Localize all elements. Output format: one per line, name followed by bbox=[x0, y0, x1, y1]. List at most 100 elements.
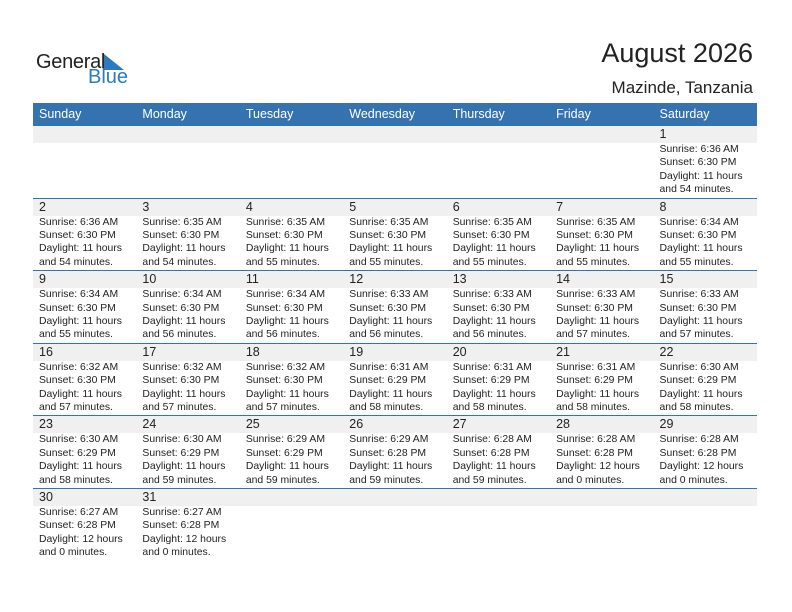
sunset-text: Sunset: 6:30 PM bbox=[245, 230, 323, 241]
day-number: 14 bbox=[556, 272, 571, 287]
sunset-text: Sunset: 6:30 PM bbox=[142, 302, 220, 314]
daylight-text: Daylight: 11 hours bbox=[349, 243, 433, 255]
weekday-sunday: Sunday bbox=[39, 107, 82, 121]
sunrise-text: Sunrise: 6:28 AM bbox=[659, 434, 739, 446]
daylight-text: Daylight: 11 hours bbox=[452, 388, 536, 400]
day-cell: 31 Sunrise: 6:27 AM Sunset: 6:28 PM Dayligh… bbox=[136, 489, 239, 562]
day-number: 23 bbox=[39, 417, 53, 432]
sunrise-text: Sunrise: 6:27 AM bbox=[142, 506, 222, 518]
empty-cell bbox=[550, 126, 653, 198]
daylight-text: Daylight: 12 hours bbox=[39, 533, 123, 545]
daylight-text-cont: and 59 minutes. bbox=[142, 474, 217, 486]
daylight-text-cont: and 59 minutes. bbox=[349, 474, 424, 486]
empty-cell bbox=[343, 489, 446, 562]
daylight-text: Daylight: 11 hours bbox=[556, 316, 640, 327]
daylight-text: Daylight: 11 hours bbox=[245, 316, 329, 327]
daylight-text: Daylight: 11 hours bbox=[556, 243, 640, 255]
day-number: 8 bbox=[659, 199, 667, 214]
sunset-text: Sunset: 6:29 PM bbox=[349, 375, 427, 387]
sunset-text: Sunset: 6:30 PM bbox=[349, 230, 427, 241]
daylight-text: Daylight: 11 hours bbox=[349, 388, 433, 400]
week-row: 2 Sunrise: 6:36 AM Sunset: 6:30 PM Daylight… bbox=[33, 198, 757, 272]
sunset-text: Sunset: 6:30 PM bbox=[452, 230, 530, 241]
day-cell: 1 Sunrise: 6:36 AM Sunset: 6:30 PM Daylight… bbox=[654, 126, 757, 198]
daylight-text: Daylight: 12 hours bbox=[659, 461, 744, 473]
day-number: 17 bbox=[142, 344, 157, 359]
daylight-text: Daylight: 11 hours bbox=[39, 316, 122, 327]
sunrise-text: Sunrise: 6:34 AM bbox=[245, 289, 325, 301]
daylight-text-cont: and 57 minutes. bbox=[39, 402, 113, 413]
day-cell: 11 Sunrise: 6:34 AM Sunset: 6:30 PM Dayligh… bbox=[240, 271, 343, 343]
logo: General Blue bbox=[36, 51, 136, 91]
sunrise-text: Sunrise: 6:31 AM bbox=[452, 361, 532, 373]
sunset-text: Sunset: 6:30 PM bbox=[39, 302, 116, 314]
sunset-text: Sunset: 6:30 PM bbox=[659, 302, 737, 314]
day-cell: 27 Sunrise: 6:28 AM Sunset: 6:28 PM Dayligh… bbox=[447, 416, 550, 488]
sunrise-text: Sunrise: 6:32 AM bbox=[39, 361, 119, 373]
sunset-text: Sunset: 6:30 PM bbox=[349, 302, 427, 314]
daylight-text: Daylight: 11 hours bbox=[142, 316, 226, 327]
sunrise-text: Sunrise: 6:35 AM bbox=[349, 216, 429, 228]
daylight-text: Daylight: 11 hours bbox=[39, 243, 122, 255]
sunset-text: Sunset: 6:28 PM bbox=[452, 447, 530, 459]
weekday-friday: Friday bbox=[556, 107, 591, 121]
day-cell: 15 Sunrise: 6:33 AM Sunset: 6:30 PM Dayligh… bbox=[654, 271, 757, 343]
daylight-text-cont: and 58 minutes. bbox=[556, 402, 631, 413]
daylight-text: Daylight: 11 hours bbox=[245, 243, 329, 255]
sunset-text: Sunset: 6:29 PM bbox=[452, 375, 530, 387]
day-cell: 4 Sunrise: 6:35 AM Sunset: 6:30 PM Daylight… bbox=[240, 199, 343, 271]
empty-cell bbox=[447, 489, 550, 562]
daylight-text: Daylight: 11 hours bbox=[39, 461, 122, 473]
day-number: 15 bbox=[659, 272, 674, 287]
sunrise-text: Sunrise: 6:33 AM bbox=[556, 289, 636, 301]
daylight-text-cont: and 55 minutes. bbox=[349, 256, 424, 268]
daylight-text-cont: and 56 minutes. bbox=[452, 329, 527, 341]
day-number: 21 bbox=[556, 344, 571, 359]
daylight-text: Daylight: 11 hours bbox=[452, 243, 536, 255]
day-cell: 9 Sunrise: 6:34 AM Sunset: 6:30 PM Daylight… bbox=[33, 271, 136, 343]
day-number: 13 bbox=[452, 272, 467, 287]
daylight-text-cont: and 57 minutes. bbox=[659, 329, 734, 341]
sunrise-text: Sunrise: 6:31 AM bbox=[556, 361, 636, 373]
daylight-text-cont: and 0 minutes. bbox=[556, 474, 625, 486]
logo-text-general: General bbox=[36, 51, 106, 73]
sunrise-text: Sunrise: 6:36 AM bbox=[659, 144, 739, 155]
day-cell: 6 Sunrise: 6:35 AM Sunset: 6:30 PM Daylight… bbox=[447, 199, 550, 271]
day-number: 24 bbox=[142, 417, 157, 432]
weekday-thursday: Thursday bbox=[452, 107, 505, 121]
sunrise-text: Sunrise: 6:30 AM bbox=[39, 434, 119, 446]
sunrise-text: Sunrise: 6:30 AM bbox=[142, 434, 222, 446]
day-number: 7 bbox=[556, 199, 564, 214]
daylight-text-cont: and 55 minutes. bbox=[39, 329, 113, 341]
sunset-text: Sunset: 6:30 PM bbox=[556, 302, 633, 314]
day-cell: 7 Sunrise: 6:35 AM Sunset: 6:30 PM Daylight… bbox=[550, 199, 653, 271]
day-cell: 17 Sunrise: 6:32 AM Sunset: 6:30 PM Dayligh… bbox=[136, 344, 239, 416]
day-cell: 12 Sunrise: 6:33 AM Sunset: 6:30 PM Dayligh… bbox=[343, 271, 446, 343]
daylight-text-cont: and 54 minutes. bbox=[659, 184, 734, 196]
daylight-text: Daylight: 12 hours bbox=[142, 533, 227, 545]
sunset-text: Sunset: 6:30 PM bbox=[39, 230, 116, 241]
sunrise-text: Sunrise: 6:31 AM bbox=[349, 361, 429, 373]
day-cell: 24 Sunrise: 6:30 AM Sunset: 6:29 PM Dayligh… bbox=[136, 416, 239, 488]
weekday-tuesday: Tuesday bbox=[245, 107, 294, 121]
sunrise-text: Sunrise: 6:34 AM bbox=[659, 216, 739, 228]
daylight-text: Daylight: 11 hours bbox=[142, 461, 226, 473]
sunrise-text: Sunrise: 6:35 AM bbox=[452, 216, 532, 228]
week-row: 9 Sunrise: 6:34 AM Sunset: 6:30 PM Daylight… bbox=[33, 271, 757, 344]
day-cell: 13 Sunrise: 6:33 AM Sunset: 6:30 PM Dayligh… bbox=[447, 271, 550, 343]
daylight-text-cont: and 57 minutes. bbox=[245, 402, 320, 413]
day-number: 9 bbox=[39, 272, 46, 287]
day-cell: 18 Sunrise: 6:32 AM Sunset: 6:30 PM Dayligh… bbox=[240, 344, 343, 416]
sunrise-text: Sunrise: 6:34 AM bbox=[39, 289, 119, 301]
daylight-text-cont: and 0 minutes. bbox=[142, 547, 211, 559]
day-number: 20 bbox=[452, 344, 467, 359]
empty-cell bbox=[33, 126, 136, 198]
day-number: 16 bbox=[39, 344, 53, 359]
sunrise-text: Sunrise: 6:28 AM bbox=[452, 434, 532, 446]
sunrise-text: Sunrise: 6:35 AM bbox=[142, 216, 222, 228]
weekday-monday: Monday bbox=[142, 107, 187, 121]
weekday-wednesday: Wednesday bbox=[349, 107, 416, 121]
daylight-text-cont: and 58 minutes. bbox=[659, 402, 734, 413]
empty-cell bbox=[654, 489, 757, 562]
week-row: 1 Sunrise: 6:36 AM Sunset: 6:30 PM Daylight… bbox=[33, 126, 757, 199]
